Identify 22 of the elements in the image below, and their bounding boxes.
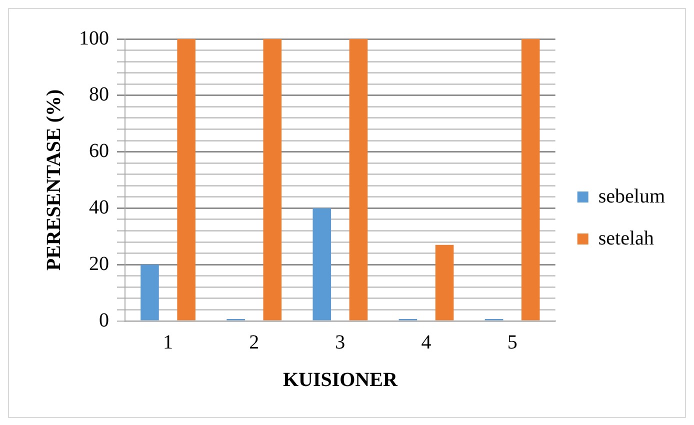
x-tick-label: 5 [507,331,518,354]
bar [263,39,282,320]
y-axis-title: PERESENTASE (%) [43,89,66,271]
bar [435,244,454,320]
y-tick-label: 0 [99,309,109,332]
x-tick-label: 4 [421,331,432,354]
y-tick-label: 20 [89,252,109,275]
x-axis-title: KUISIONER [282,369,398,392]
y-tick-label: 80 [89,84,109,106]
y-tick-label: 60 [89,140,109,162]
bar [177,39,196,320]
bar [312,208,332,320]
legend-label: sebelum [598,185,666,208]
x-tick-label: 3 [335,331,346,354]
legend-label: setelah [598,227,654,250]
x-tick-label: 2 [249,331,260,354]
bar [349,39,368,320]
x-tick-label: 1 [163,331,174,354]
y-tick-label: 40 [89,196,109,218]
y-tick-label: 100 [79,27,109,50]
bar [521,39,540,320]
bar [140,264,159,320]
